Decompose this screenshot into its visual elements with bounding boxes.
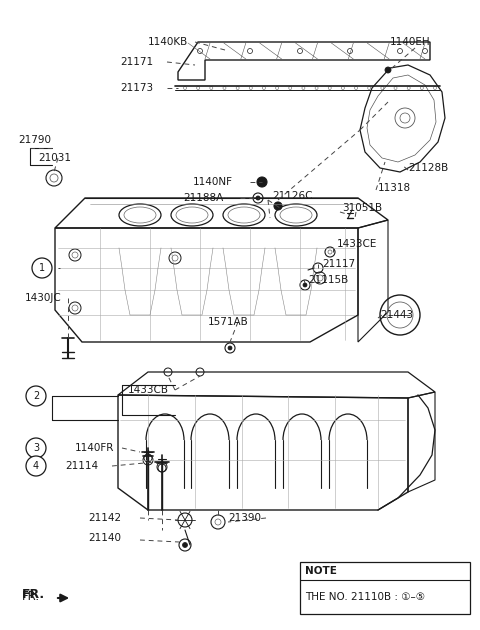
- Text: FR.: FR.: [22, 588, 45, 602]
- Text: 21117: 21117: [322, 259, 355, 269]
- Text: 1140EH: 1140EH: [390, 37, 431, 47]
- Text: 21128B: 21128B: [408, 163, 448, 173]
- Text: 21126C: 21126C: [272, 191, 312, 201]
- Circle shape: [257, 177, 267, 187]
- Circle shape: [26, 386, 46, 406]
- Text: 21114: 21114: [65, 461, 98, 471]
- Text: 21115B: 21115B: [308, 275, 348, 285]
- Text: 1430JC: 1430JC: [25, 293, 62, 303]
- Text: 21443: 21443: [380, 310, 413, 320]
- Text: 3: 3: [33, 443, 39, 453]
- Circle shape: [274, 202, 282, 210]
- Text: 2: 2: [33, 391, 39, 401]
- Text: 11318: 11318: [378, 183, 411, 193]
- Text: 21140: 21140: [88, 533, 121, 543]
- Text: 21173: 21173: [120, 83, 153, 93]
- Text: THE NO. 21110B : ①–⑤: THE NO. 21110B : ①–⑤: [305, 592, 425, 602]
- Circle shape: [182, 542, 188, 547]
- Text: 21142: 21142: [88, 513, 121, 523]
- Circle shape: [385, 67, 391, 73]
- Circle shape: [303, 283, 307, 287]
- Circle shape: [26, 456, 46, 476]
- Text: NOTE: NOTE: [305, 566, 337, 576]
- Text: 21188A: 21188A: [183, 193, 223, 203]
- Circle shape: [26, 438, 46, 458]
- Text: 1140NF: 1140NF: [193, 177, 233, 187]
- Text: 1571AB: 1571AB: [208, 317, 249, 327]
- Text: 1433CB: 1433CB: [128, 385, 169, 395]
- Text: 31051B: 31051B: [342, 203, 382, 213]
- Text: 1: 1: [39, 263, 45, 273]
- Text: 21031: 21031: [38, 153, 71, 163]
- Text: 1433CE: 1433CE: [337, 239, 377, 249]
- Text: 21790: 21790: [18, 135, 51, 145]
- Text: 1140FR: 1140FR: [75, 443, 114, 453]
- Circle shape: [256, 196, 260, 200]
- Circle shape: [32, 258, 52, 278]
- Text: FR.: FR.: [22, 590, 40, 602]
- Circle shape: [228, 346, 232, 350]
- Bar: [300, 562, 470, 614]
- Text: 21390: 21390: [228, 513, 261, 523]
- Text: 4: 4: [33, 461, 39, 471]
- Text: 1140KB: 1140KB: [148, 37, 188, 47]
- Text: 21171: 21171: [120, 57, 153, 67]
